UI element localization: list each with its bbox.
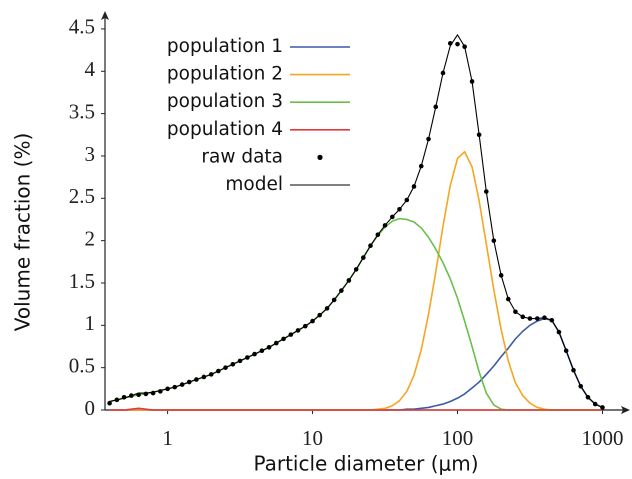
raw-data-point [600,405,605,410]
x-tick-label: 100 [442,426,474,450]
legend-marker [317,154,323,160]
y-tick-label: 4 [85,57,96,81]
raw-data-point [361,255,366,260]
raw-data-point [346,278,352,283]
raw-data-point [484,189,489,194]
raw-data-point [368,243,373,249]
raw-data-point [469,79,475,84]
raw-data-point [295,328,301,333]
raw-data-point [237,358,243,364]
y-tick-label: 3 [85,142,96,166]
raw-data-point [556,329,562,335]
raw-data-point [273,340,279,346]
raw-data-point [165,386,170,392]
series-line [109,407,603,411]
raw-data-point [455,41,460,47]
raw-data-point [288,332,294,337]
raw-data-point [216,368,221,374]
x-tick-label: 1000 [581,426,623,450]
raw-data-point [129,393,134,398]
raw-data-point [302,323,308,329]
raw-data-point [585,394,591,400]
raw-data-point [150,390,156,396]
y-tick-label: 3.5 [69,99,95,123]
legend-label: population 4 [167,119,283,140]
raw-data-point [592,401,598,407]
raw-data-point [136,392,141,398]
raw-data-point [542,315,547,320]
y-tick-label: 1 [85,311,96,335]
y-tick-label: 2 [85,226,96,250]
raw-data-point [505,296,511,302]
raw-data-point [440,70,446,76]
raw-data-point [563,348,569,354]
legend-label: raw data [201,146,283,167]
x-axis-arrow [621,406,630,414]
series-line [109,217,603,411]
raw-data-point [331,297,337,303]
raw-data-point [317,312,322,318]
x-axis-label: Particle diameter (μm) [253,452,478,476]
raw-data-point [201,374,207,380]
raw-data-point [353,267,359,272]
y-axis-label: Volume fraction (%) [11,133,35,332]
y-tick-label: 2.5 [69,184,95,208]
raw-data-point [520,314,526,320]
raw-data-point [571,367,576,373]
raw-data-point [186,379,192,385]
y-axis-arrow [101,11,109,20]
raw-data-point [426,136,431,142]
raw-data-point [447,41,453,46]
raw-data-point [578,383,584,389]
series-line [109,150,603,411]
y-tick-label: 0.5 [69,353,95,377]
y-tick-label: 0 [85,396,96,420]
raw-data-point [418,163,424,169]
raw-data-point [549,317,555,323]
raw-data-point [513,309,518,315]
raw-data-point [223,365,228,370]
legend-label: population 1 [167,36,283,57]
raw-data-point [390,214,395,220]
raw-data-point [245,355,250,360]
raw-data-point [266,345,272,350]
y-tick-label: 1.5 [69,269,95,293]
raw-data-point [172,384,178,390]
raw-data-point [527,316,533,321]
raw-data-point [397,207,402,212]
raw-data-point [114,397,120,403]
raw-data-point [462,44,467,50]
raw-data-point [194,377,199,382]
raw-data-point [433,104,439,110]
raw-data-point [491,238,497,243]
raw-data-point [143,391,149,397]
raw-data-point [404,197,410,203]
raw-data-point [107,400,112,406]
raw-data-point [382,223,388,228]
raw-data-point [310,318,315,324]
raw-data-point [324,306,330,311]
raw-data-point [534,316,540,321]
raw-data-point [158,389,163,394]
raw-data-point [252,351,257,357]
raw-data-point [208,372,214,377]
raw-data-point [230,361,236,367]
legend-label: population 2 [167,64,283,85]
x-tick-label: 10 [302,426,323,450]
raw-data-point [375,232,381,238]
raw-data-point [281,336,286,342]
y-tick-label: 4.5 [69,15,95,39]
raw-data-point [476,132,482,138]
raw-data-point [498,273,504,278]
legend-label: model [225,174,283,195]
raw-data-point [179,382,185,387]
raw-data-point [339,288,344,293]
x-tick-label: 1 [162,426,173,450]
series-line [109,317,603,411]
legend-label: population 3 [167,91,283,112]
raw-data-point [411,184,417,189]
raw-data-point [259,348,265,354]
raw-data-point [121,394,127,400]
